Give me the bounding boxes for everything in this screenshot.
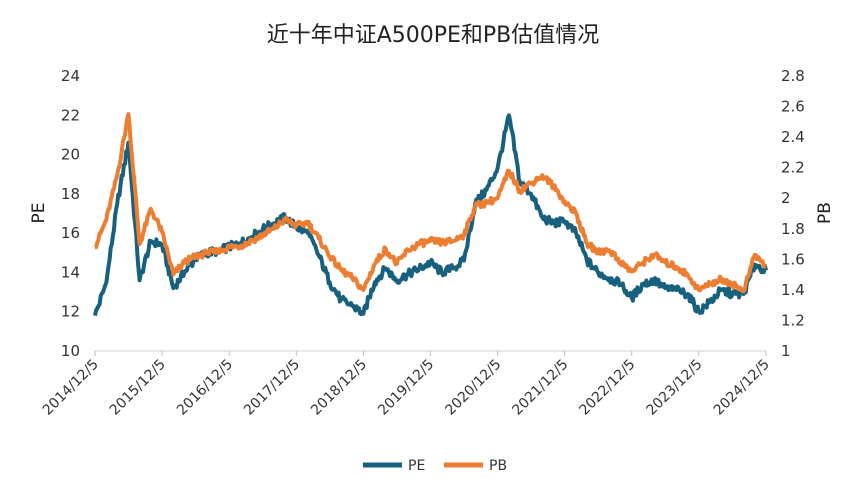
- x-tick-label: 2022/12/5: [576, 357, 638, 419]
- y-right-tick-label: 1.4: [781, 281, 805, 299]
- x-tick-label: 2018/12/5: [308, 357, 370, 419]
- y-right-tick-label: 2: [781, 189, 791, 207]
- y-left-tick-label: 12: [61, 303, 80, 321]
- y-left-tick-label: 24: [61, 67, 80, 85]
- legend-label-pe: PE: [408, 458, 425, 474]
- series-line-pb: [94, 112, 767, 294]
- y-left-tick-label: 16: [61, 224, 80, 242]
- y-right-tick-label: 1.2: [781, 311, 805, 329]
- y-right-tick-label: 2.8: [781, 67, 805, 85]
- legend-label-pb: PB: [489, 458, 507, 474]
- y-axis-right-ticks: 1 1.2 1.4 1.6 1.8 2 2.2 2.4 2.6 2.8: [781, 67, 805, 360]
- y-left-tick-label: 20: [61, 146, 80, 164]
- y-right-tick-label: 1.6: [781, 250, 805, 268]
- y-right-tick-label: 2.2: [781, 159, 805, 177]
- series-line-pe: [93, 113, 768, 317]
- x-tick-label: 2017/12/5: [241, 357, 303, 419]
- chart-title: 近十年中证A500PE和PB估值情况: [267, 23, 600, 48]
- y-left-tick-label: 18: [61, 185, 80, 203]
- y-left-tick-label: 10: [61, 342, 80, 360]
- series-group: [93, 112, 768, 317]
- x-tick-label: 2016/12/5: [174, 357, 236, 419]
- x-tick-label: 2021/12/5: [509, 357, 571, 419]
- legend: PE PB: [363, 458, 507, 474]
- y-axis-right-label: PB: [815, 202, 835, 224]
- x-tick-label: 2015/12/5: [107, 357, 169, 419]
- y-axis-left-label: PE: [29, 203, 49, 224]
- x-tick-label: 2024/12/5: [711, 357, 773, 419]
- y-right-tick-label: 1: [781, 342, 791, 360]
- y-right-tick-label: 1.8: [781, 220, 805, 238]
- y-axis-left-ticks: 10 12 14 16 18 20 22 24: [61, 67, 80, 360]
- y-left-tick-label: 14: [61, 263, 80, 281]
- y-right-tick-label: 2.4: [781, 128, 805, 146]
- y-right-tick-label: 2.6: [781, 98, 805, 116]
- x-tick-label: 2019/12/5: [375, 357, 437, 419]
- x-tick-label: 2014/12/5: [40, 357, 102, 419]
- x-tick-label: 2023/12/5: [644, 357, 706, 419]
- y-left-tick-label: 22: [61, 106, 80, 124]
- x-tick-label: 2020/12/5: [442, 357, 504, 419]
- x-axis-ticks: 2014/12/5 2015/12/5 2016/12/5 2017/12/5 2018…: [40, 351, 773, 419]
